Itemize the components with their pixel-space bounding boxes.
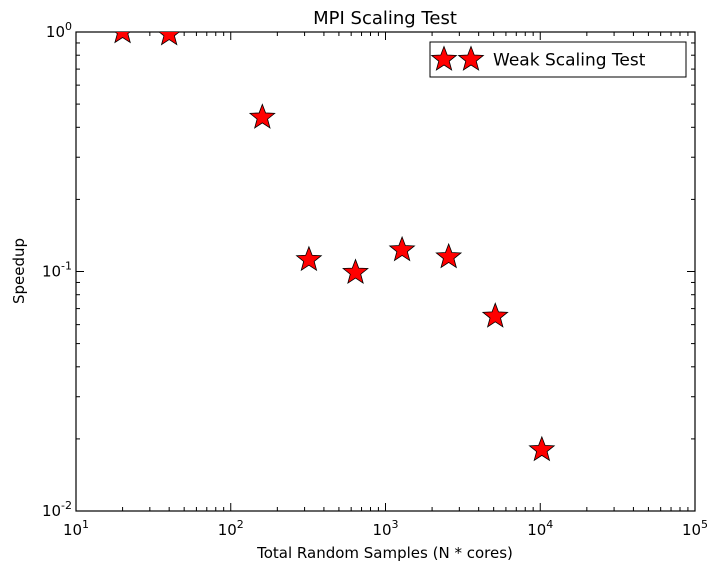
tick-label: 102 [218,518,244,539]
data-point-star [342,258,369,284]
axes-frame [75,31,696,512]
legend-label: Weak Scaling Test [493,51,646,71]
plot-area: 101 102 103 104 105 100 10-1 10-2 [42,20,708,539]
data-point-star [248,103,276,129]
y-axis-label: Speedup [10,238,28,304]
data-point-star [295,245,323,272]
data-point-star [388,235,416,262]
chart-title: MPI Scaling Test [313,8,457,29]
tick-label: 101 [63,518,89,539]
data-point-star [528,435,556,462]
data-point-star [114,32,131,44]
tick-label: 105 [682,518,708,539]
tick-label: 103 [372,518,398,539]
tick-label: 100 [46,20,72,41]
tick-label: 10-1 [42,260,72,281]
x-axis-label: Total Random Samples (N * cores) [256,544,513,562]
legend-marker-star [430,45,458,71]
tick-label: 104 [527,518,553,539]
tick-label: 10-2 [42,499,72,520]
legend-marker-star [457,45,485,71]
data-point-star [158,32,180,46]
data-points [114,32,556,462]
data-point-star [435,242,463,269]
legend: Weak Scaling Test [429,41,687,78]
data-point-star [481,302,509,328]
